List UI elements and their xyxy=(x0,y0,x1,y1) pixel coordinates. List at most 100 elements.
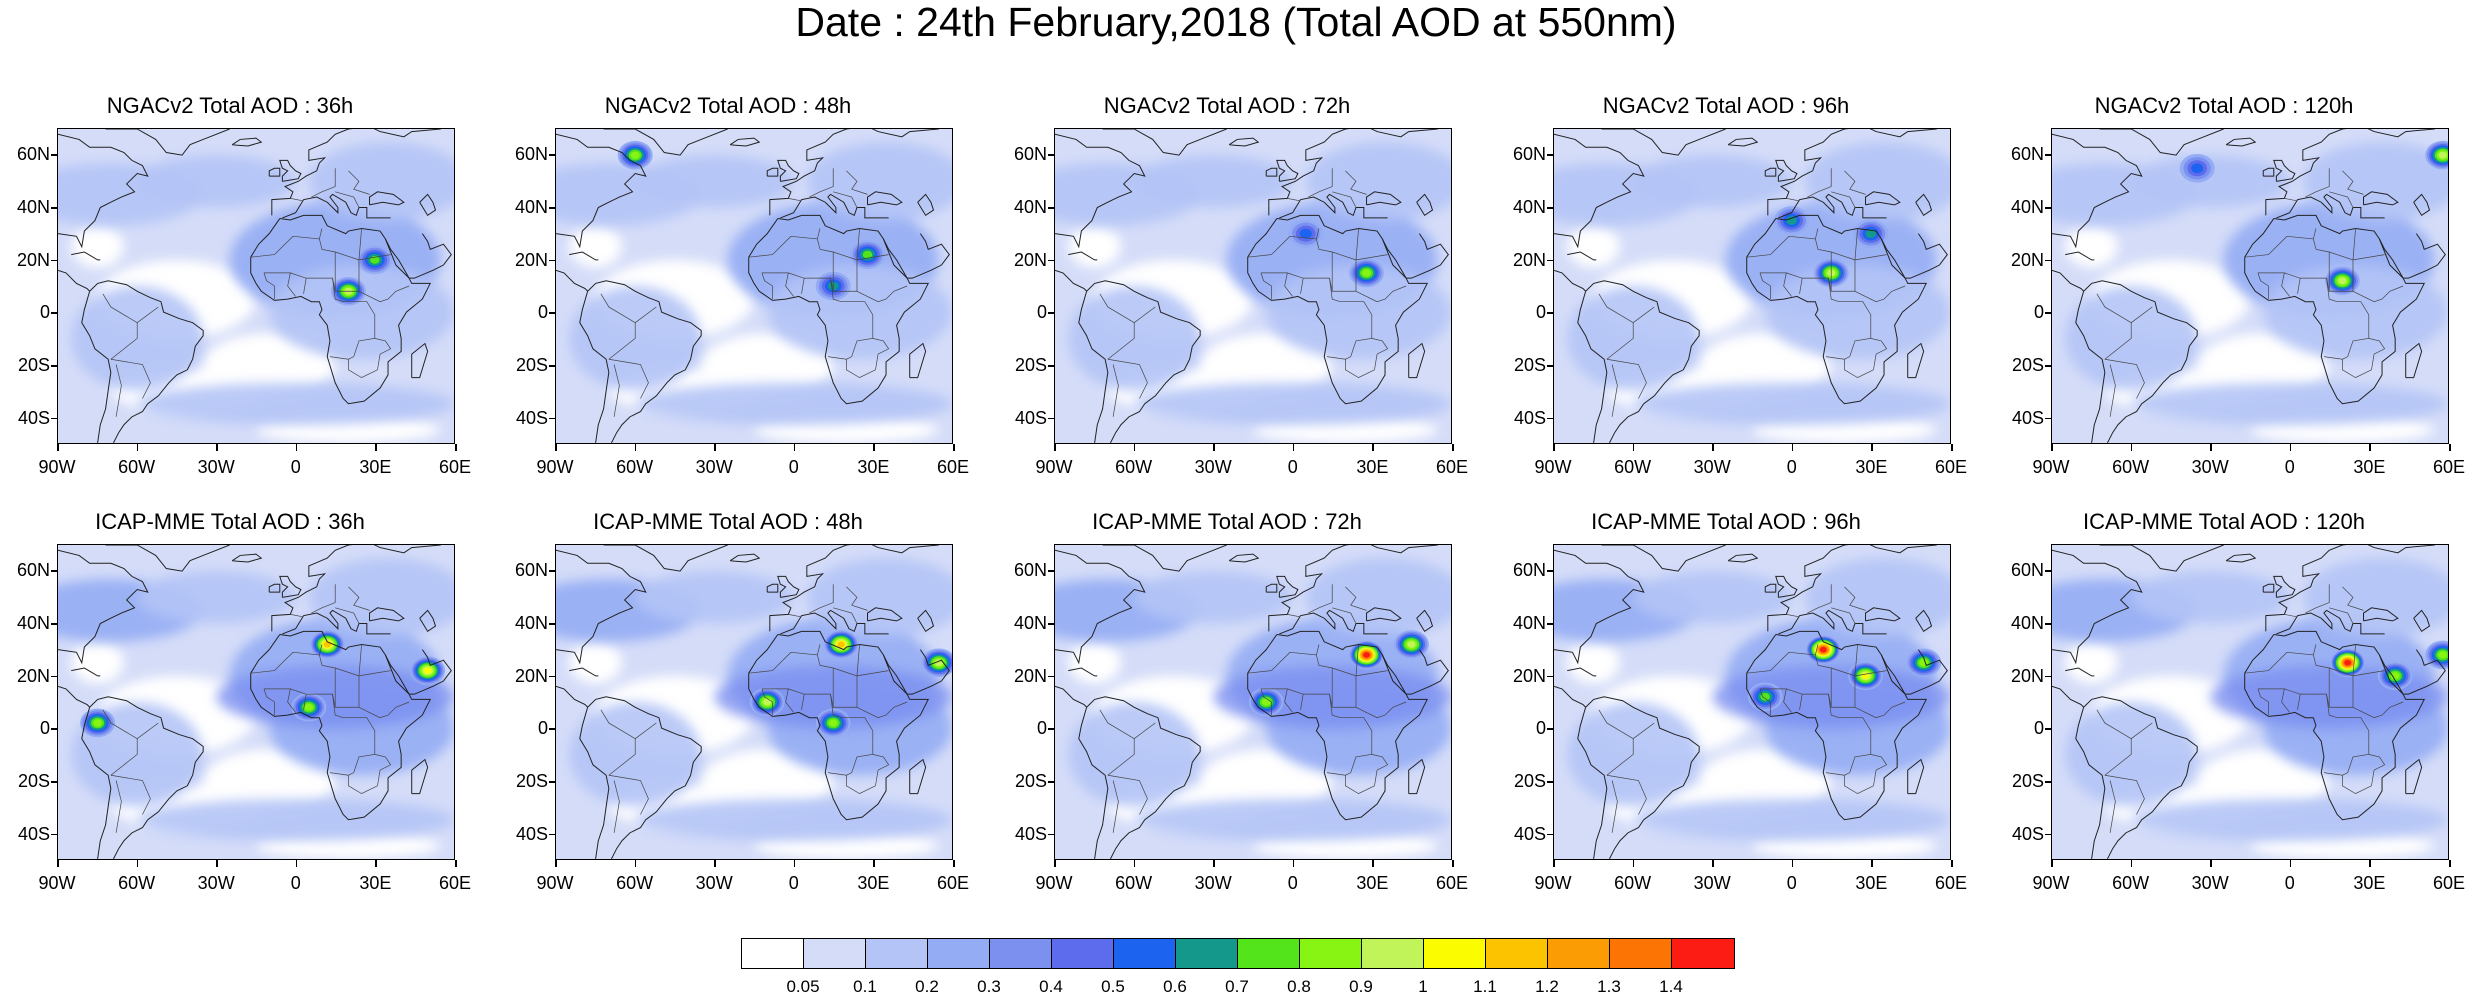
country-border xyxy=(2368,338,2386,355)
latitude-label: 40S xyxy=(17,823,50,844)
latitude-label: 20N xyxy=(1013,665,1047,686)
coastline xyxy=(1408,758,1426,795)
country-border xyxy=(833,191,858,208)
coastline xyxy=(569,251,599,261)
country-border xyxy=(263,272,275,300)
aod-haze xyxy=(137,382,454,425)
latitude-tick xyxy=(51,570,57,572)
coastline xyxy=(282,193,391,219)
colorbar-label: 1.4 xyxy=(1659,977,1683,996)
coastline xyxy=(105,545,230,572)
country-border xyxy=(348,586,370,611)
longitude-label: 60E xyxy=(1435,457,1469,477)
panel-title: ICAP-MME Total AOD : 72h xyxy=(1092,509,1362,534)
latitude-tick xyxy=(1048,417,1054,420)
country-border xyxy=(287,688,296,713)
coastline xyxy=(587,280,702,443)
country-border xyxy=(1854,254,1887,261)
country-border xyxy=(1854,701,1906,719)
longitude-label: 30W xyxy=(2191,873,2229,893)
country-border xyxy=(303,278,307,294)
country-border xyxy=(788,198,802,202)
colorbar-label: 0.4 xyxy=(1039,977,1063,996)
country-border xyxy=(846,586,868,611)
country-border xyxy=(263,688,275,716)
aod-hotspot xyxy=(1848,661,1884,691)
country-border xyxy=(809,168,834,198)
country-border xyxy=(608,358,649,399)
longitude-tick xyxy=(1054,860,1056,867)
longitude-tick xyxy=(1791,860,1794,867)
aod-haze xyxy=(635,798,952,841)
latitude-label: 40N xyxy=(16,197,50,217)
colorbar-swatch xyxy=(742,939,804,968)
longitude-tick xyxy=(1632,444,1635,451)
longitude-label: 0 xyxy=(788,457,799,477)
country-border xyxy=(1815,228,1819,239)
colorbar-swatch xyxy=(1610,939,1672,968)
latitude-tick xyxy=(1048,728,1054,730)
latitude-label: 0 xyxy=(1535,718,1546,739)
colorbar-swatch xyxy=(928,939,990,968)
colorbar-label: 0.5 xyxy=(1101,977,1125,996)
longitude-tick xyxy=(1712,444,1714,451)
coastline xyxy=(1068,251,1098,261)
longitude-tick xyxy=(1292,444,1295,451)
country-border xyxy=(1308,584,1333,614)
latitude-tick xyxy=(549,833,555,836)
country-border xyxy=(2257,272,2269,300)
country-border xyxy=(1606,774,1647,815)
coastline xyxy=(2052,133,2143,249)
latitude-label: 20S xyxy=(1513,355,1546,375)
country-border xyxy=(303,694,307,710)
longitude-label: 0 xyxy=(290,457,301,477)
latitude-label: 20S xyxy=(515,771,548,791)
aod-hotspot xyxy=(2377,661,2413,691)
country-border xyxy=(856,254,889,261)
country-border xyxy=(2130,722,2153,739)
coastline xyxy=(2075,707,2106,859)
latitude-label: 60N xyxy=(1512,560,1546,581)
aod-hotspot xyxy=(410,656,446,685)
panel-title: NGACv2 Total AOD : 120h xyxy=(2094,93,2354,118)
latitude-label: 40N xyxy=(1512,197,1546,217)
country-border xyxy=(358,228,362,260)
country-border xyxy=(348,775,378,795)
longitude-label: 90W xyxy=(1035,457,1073,477)
coastline xyxy=(58,549,149,665)
country-border xyxy=(634,722,657,739)
longitude-tick xyxy=(634,860,637,867)
coastline xyxy=(1381,233,1449,279)
longitude-tick xyxy=(873,444,875,451)
latitude-tick xyxy=(1547,833,1553,836)
latitude-label: 20N xyxy=(16,249,50,270)
coastline xyxy=(1381,649,1449,695)
coastline xyxy=(579,707,610,859)
aod-haze xyxy=(308,142,454,221)
latitude-tick xyxy=(1547,781,1553,783)
colorbar-label: 0.8 xyxy=(1287,977,1311,996)
coastline xyxy=(81,291,112,443)
country-border xyxy=(1783,688,1792,713)
coastline xyxy=(1567,251,1597,261)
coastline xyxy=(2363,607,2399,622)
latitude-tick xyxy=(1048,207,1054,209)
coastline xyxy=(1585,280,1700,443)
aod-haze xyxy=(2131,155,2290,208)
aod-hotspot xyxy=(291,692,327,722)
coastline xyxy=(556,133,647,249)
longitude-label: 0 xyxy=(290,873,301,893)
latitude-label: 60N xyxy=(16,144,50,165)
coastline xyxy=(556,269,588,292)
latitude-label: 40S xyxy=(2011,823,2044,844)
latitude-tick xyxy=(549,781,555,783)
country-border xyxy=(358,644,362,676)
country-border xyxy=(1870,754,1888,771)
latitude-tick xyxy=(51,365,57,367)
coastline xyxy=(1915,193,1933,217)
country-border xyxy=(2281,688,2290,713)
longitude-label: 30E xyxy=(2353,873,2386,893)
panel-title: ICAP-MME Total AOD : 96h xyxy=(1591,509,1861,534)
colorbar-label: 0.6 xyxy=(1163,977,1187,996)
country-border xyxy=(250,235,360,292)
